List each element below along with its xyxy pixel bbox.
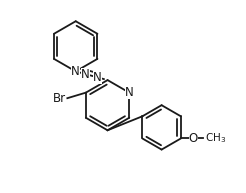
Text: N: N [71, 65, 80, 78]
Text: Br: Br [53, 92, 66, 105]
Text: O: O [189, 132, 198, 145]
Text: N: N [81, 68, 90, 80]
Text: N: N [93, 71, 102, 84]
Text: CH$_3$: CH$_3$ [205, 132, 226, 145]
Text: N: N [125, 86, 134, 99]
